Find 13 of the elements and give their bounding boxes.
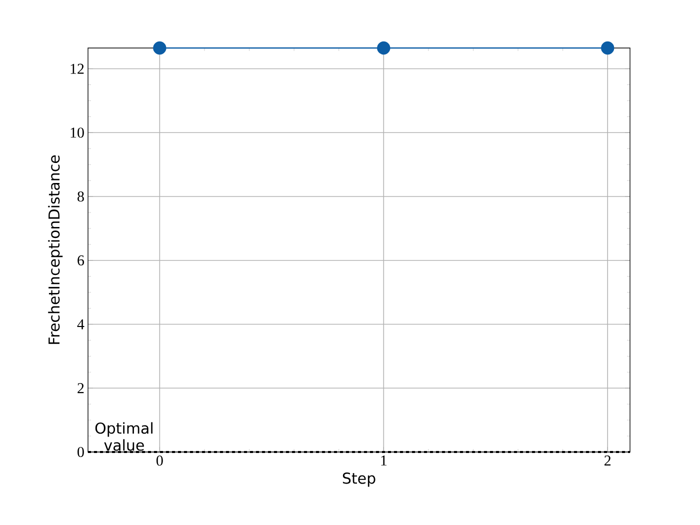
y-tick-label: 2 — [78, 383, 84, 394]
x-tick-label: 0 — [156, 456, 163, 466]
y-tick-label: 10 — [70, 128, 84, 138]
y-tick-label: 4 — [77, 319, 84, 330]
y-axis-title: FrechetInceptionDistance — [48, 155, 63, 344]
y-tick-label: 8 — [78, 191, 84, 202]
x-axis-title: Step — [342, 472, 376, 487]
y-tick-label: 12 — [70, 64, 84, 74]
ref-line-label: Optimal value — [95, 422, 152, 451]
x-tick-label: 1 — [381, 456, 386, 466]
x-tick-label: 2 — [604, 456, 611, 466]
y-tick-label: 0 — [78, 446, 84, 458]
y-tick-label: 6 — [78, 255, 84, 266]
